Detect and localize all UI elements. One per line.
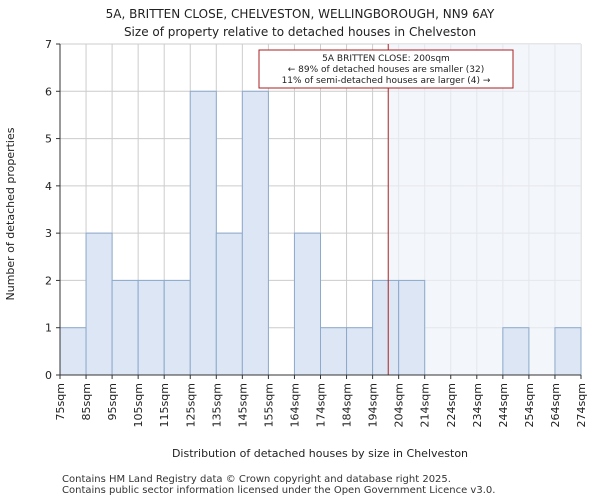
chart-title-block: 5A, BRITTEN CLOSE, CHELVESTON, WELLINGBO… [0,5,600,41]
y-tick-label: 0 [45,369,52,382]
histogram-bar [137,279,165,376]
histogram-bar [241,90,269,376]
x-axis-label: Distribution of detached houses by size … [172,447,468,460]
x-tick-label: 264sqm [549,383,562,427]
annotation-border [258,49,514,89]
y-tick-label: 6 [45,85,52,98]
x-tick-label: 194sqm [367,383,380,427]
histogram-bar [111,279,139,376]
x-tick-label: 75sqm [54,383,67,420]
axes-layer: 0 1 2 3 4 5 6 7 75sqm 85sqm 95sqm 105sqm 115sqm 125sq… [45,38,588,427]
x-tick-label: 155sqm [262,383,275,427]
y-tick-label: 5 [45,133,52,146]
x-tick-label: 254sqm [523,383,536,427]
bars-layer [59,90,582,376]
footer-line-1: Contains HM Land Registry data © Crown c… [62,474,451,485]
x-tick-label: 115sqm [158,383,171,427]
histogram-bar [502,327,530,376]
histogram-bar [554,327,582,376]
y-tick-label: 7 [45,38,52,51]
footer-line-2: Contains public sector information licen… [62,485,496,496]
x-tick-label: 174sqm [315,383,328,427]
histogram-bar [398,279,426,376]
x-tick-label: 164sqm [288,383,301,427]
histogram-bar [163,279,191,376]
histogram-bar [346,327,374,376]
histogram-bar [189,90,217,376]
annotation-line-3: 11% of semi-detached houses are larger (… [282,76,491,86]
x-tick-label: 184sqm [341,383,354,427]
y-tick-label: 2 [45,274,52,287]
annotation-line-2: ← 89% of detached houses are smaller (32… [288,65,485,75]
x-tick-label: 95sqm [106,383,119,420]
x-tick-label: 234sqm [471,383,484,427]
x-tick-label: 244sqm [497,383,510,427]
histogram-bar [320,327,348,376]
x-tick-label: 105sqm [132,383,145,427]
x-tick-label: 274sqm [575,383,588,427]
histogram-bar [293,232,322,376]
x-tick-label: 224sqm [445,383,458,427]
histogram-bar [85,232,113,376]
x-tick-label: 125sqm [184,383,197,427]
x-tick-label: 204sqm [393,383,406,427]
histogram-bar [59,327,87,376]
x-tick-label: 214sqm [419,383,432,427]
annotation-line-1: 5A BRITTEN CLOSE: 200sqm [322,54,450,64]
annotation-box: 5A BRITTEN CLOSE: 200sqm ← 89% of detach… [258,49,514,89]
y-axis-label: Number of detached properties [4,127,17,300]
y-tick-label: 1 [45,322,52,335]
x-tick-label: 145sqm [236,383,249,427]
x-tick-label: 85sqm [80,383,93,420]
chart-subtitle: Size of property relative to detached ho… [123,25,477,39]
histogram-bar [372,279,400,376]
y-tick-label: 3 [45,227,52,240]
chart-title: 5A, BRITTEN CLOSE, CHELVESTON, WELLINGBO… [105,7,495,21]
histogram-bar [215,232,243,376]
footer-attribution: Contains HM Land Registry data © Crown c… [62,474,495,496]
x-tick-label: 135sqm [210,383,223,427]
y-tick-label: 4 [45,180,52,193]
